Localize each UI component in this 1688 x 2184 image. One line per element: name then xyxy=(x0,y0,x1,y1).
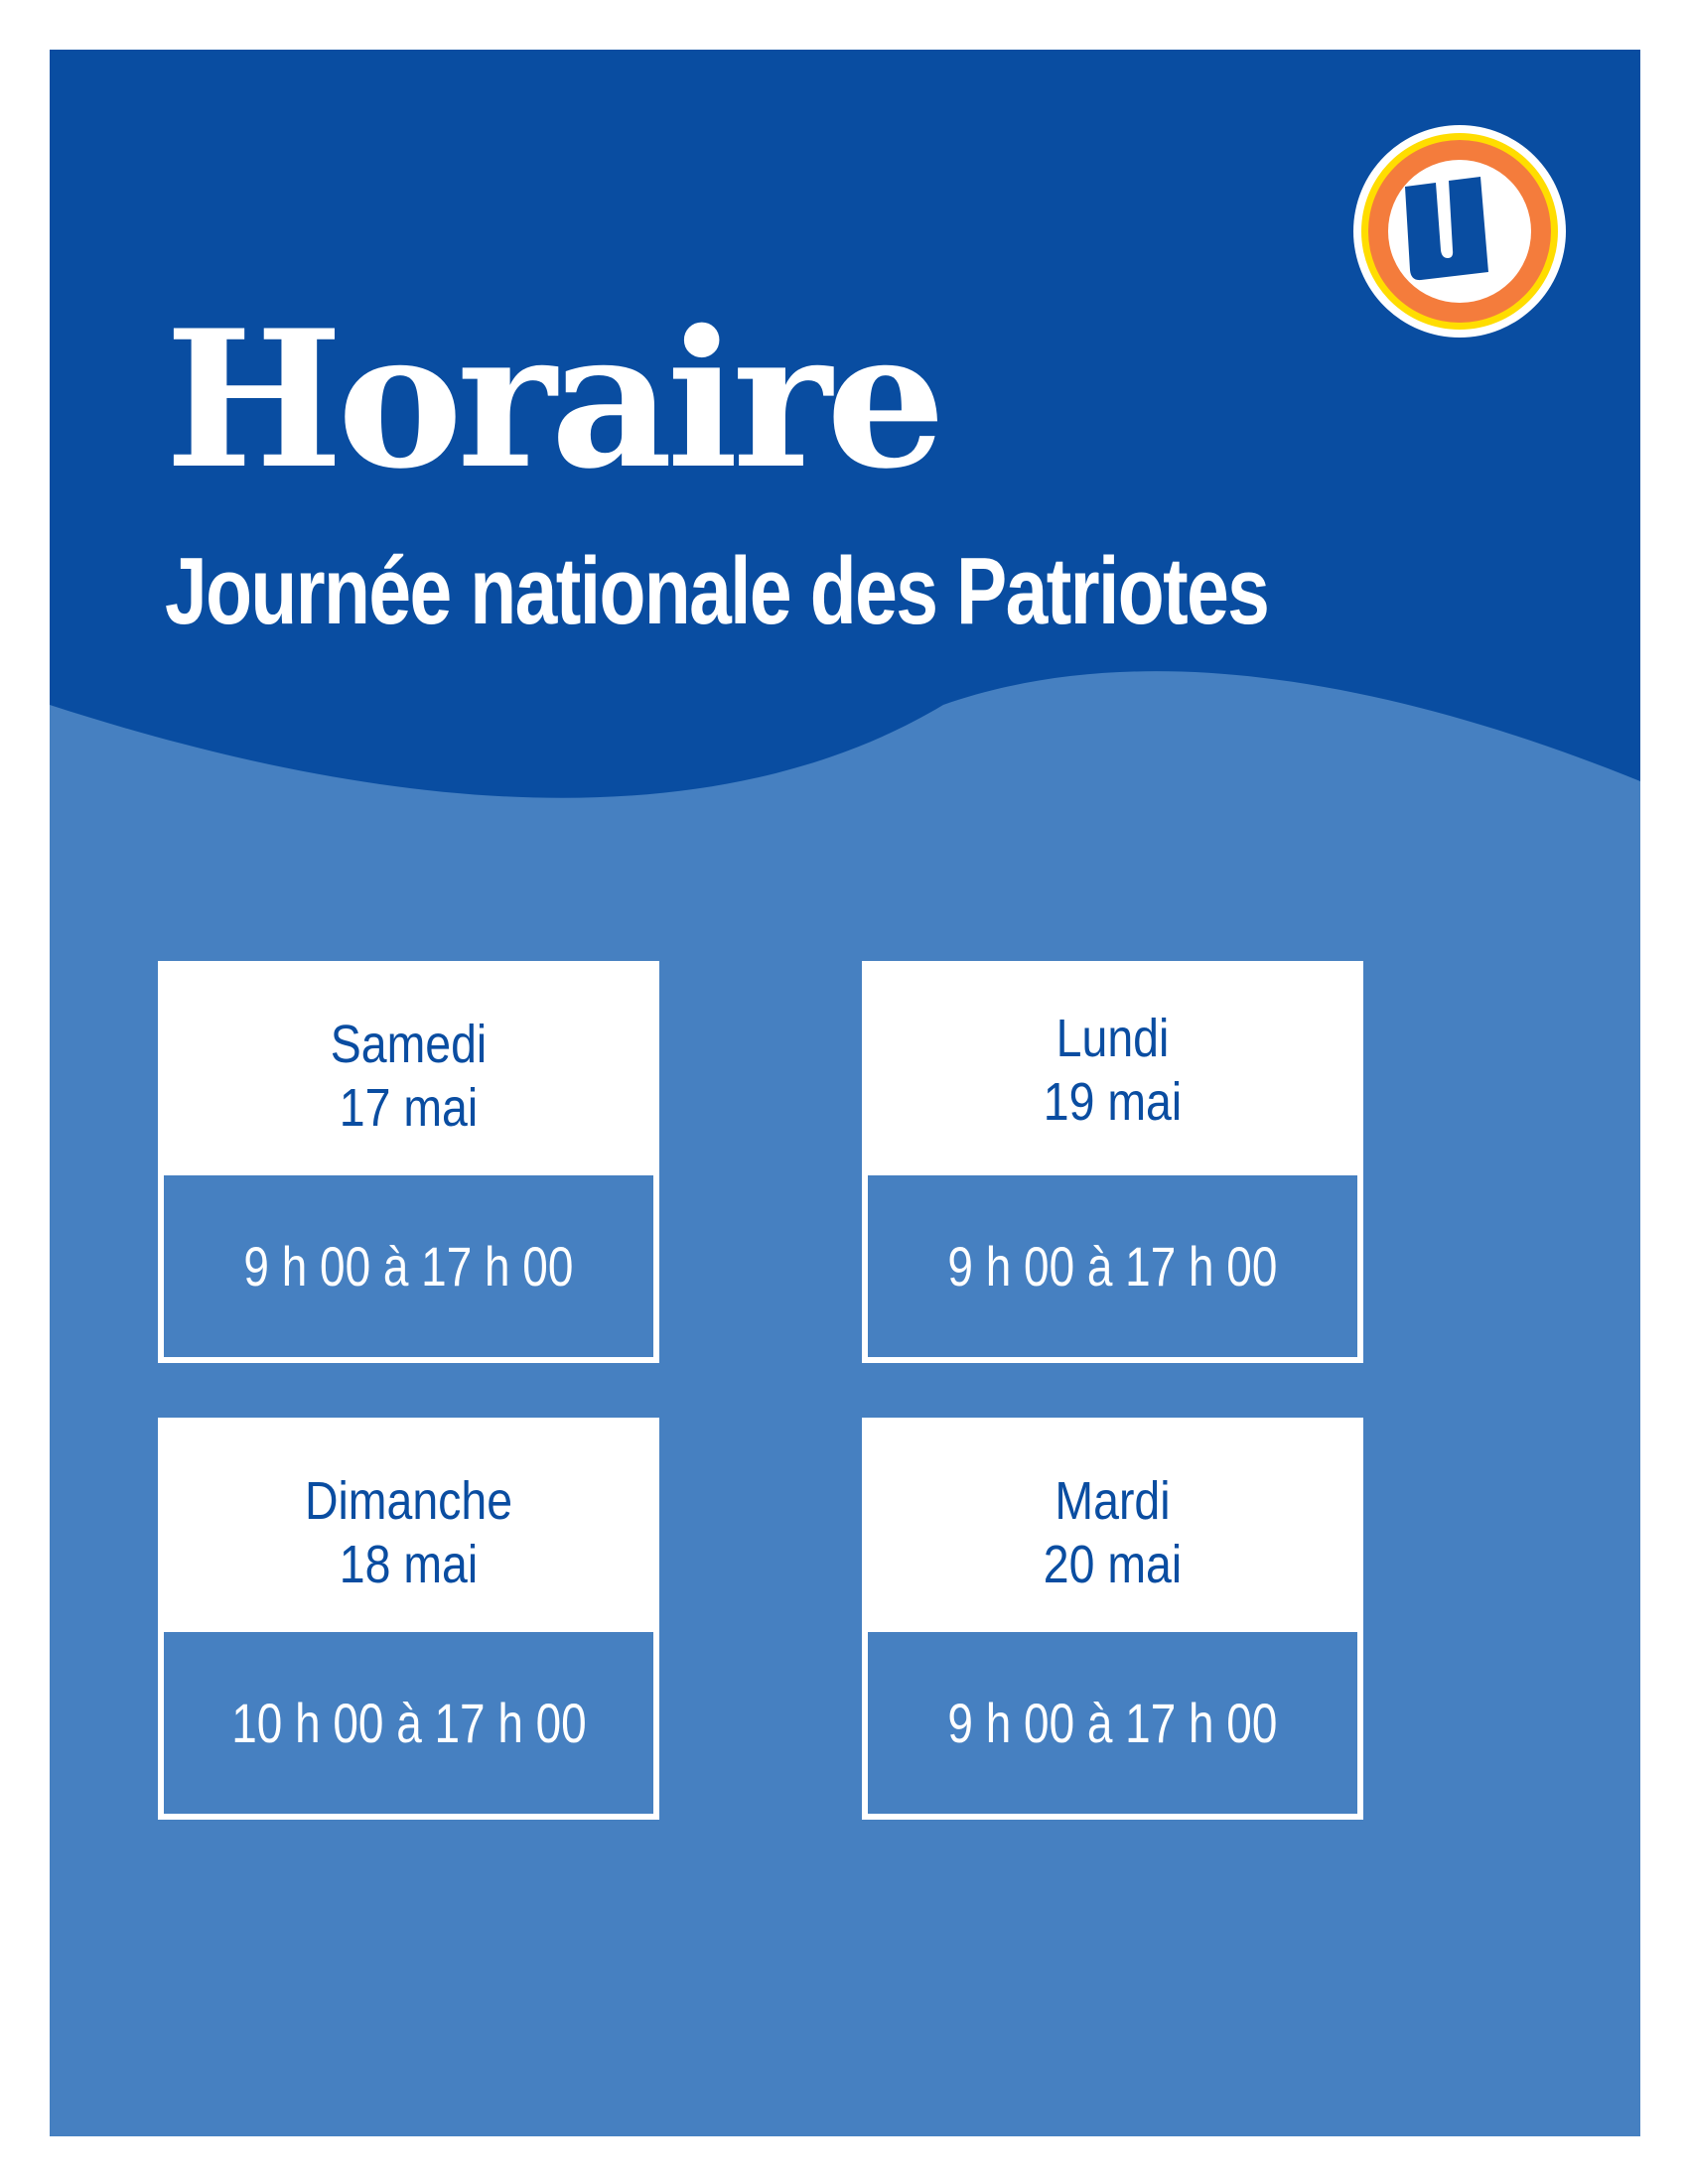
day-date: 17 mai xyxy=(339,1078,479,1138)
page-title: Horaire xyxy=(165,289,946,510)
hours-text: 10 h 00 à 17 h 00 xyxy=(230,1692,587,1754)
schedule-card-lundi: Lundi 19 mai 9 h 00 à 17 h 00 xyxy=(862,961,1363,1363)
day-name: Samedi xyxy=(330,1015,488,1074)
day-name: Lundi xyxy=(1055,1009,1170,1068)
opening-hours: 9 h 00 à 17 h 00 xyxy=(868,1632,1357,1814)
hours-text: 9 h 00 à 17 h 00 xyxy=(947,1235,1278,1297)
schedule-date: Samedi 17 mai xyxy=(193,1013,624,1140)
u-logo-icon xyxy=(1353,125,1566,338)
day-date: 19 mai xyxy=(1043,1072,1183,1132)
day-name: Dimanche xyxy=(304,1471,513,1531)
schedule-card-dimanche: Dimanche 18 mai 10 h 00 à 17 h 00 xyxy=(158,1418,659,1820)
poster: Horaire Journée nationale des Patriotes … xyxy=(50,50,1640,2136)
schedule-card-mardi: Mardi 20 mai 9 h 00 à 17 h 00 xyxy=(862,1418,1363,1820)
opening-hours: 9 h 00 à 17 h 00 xyxy=(868,1175,1357,1357)
day-date: 18 mai xyxy=(339,1535,479,1594)
day-name: Mardi xyxy=(1055,1471,1171,1531)
schedule-date: Dimanche 18 mai xyxy=(193,1469,624,1596)
opening-hours: 9 h 00 à 17 h 00 xyxy=(164,1175,653,1357)
day-date: 20 mai xyxy=(1043,1535,1183,1594)
header-wave-background xyxy=(50,50,1640,798)
schedule-date: Lundi 19 mai xyxy=(897,1007,1328,1134)
page-subtitle: Journée nationale des Patriotes xyxy=(165,538,1270,644)
opening-hours: 10 h 00 à 17 h 00 xyxy=(164,1632,653,1814)
hours-text: 9 h 00 à 17 h 00 xyxy=(243,1235,574,1297)
schedule-date: Mardi 20 mai xyxy=(897,1469,1328,1596)
schedule-card-samedi: Samedi 17 mai 9 h 00 à 17 h 00 xyxy=(158,961,659,1363)
hours-text: 9 h 00 à 17 h 00 xyxy=(947,1692,1278,1754)
